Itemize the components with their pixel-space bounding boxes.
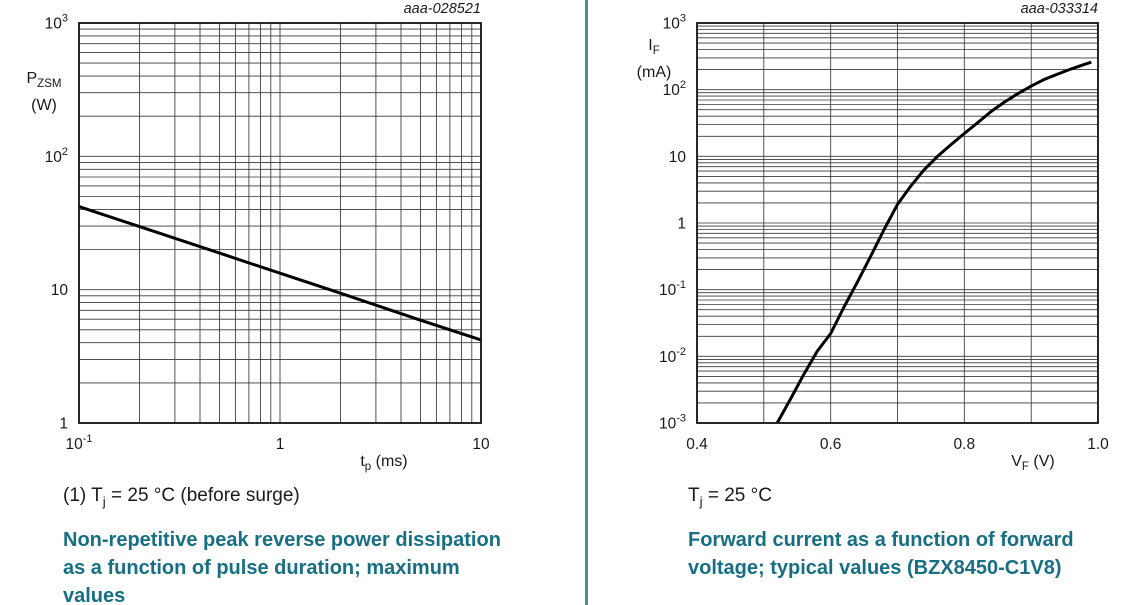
left-x-tick-label: 10	[472, 436, 490, 453]
right-x-tick-label: 1.0	[1087, 436, 1109, 453]
right-y-tick-label: 102	[663, 79, 686, 99]
right-chart-grid	[697, 23, 1098, 423]
right-y-tick-label: 10-1	[659, 279, 686, 299]
left-x-axis-title: tp (ms)	[360, 453, 408, 474]
right-y-tick-label: 10-3	[659, 413, 686, 433]
left-y-tick-label: 1	[59, 416, 68, 433]
right-x-tick-label: 0.4	[686, 436, 708, 453]
left-chart-curve	[78, 205, 482, 342]
left-chart-grid	[79, 23, 481, 423]
right-y-axis-unit: (mA)	[636, 64, 672, 82]
left-caption-line-1: Non-repetitive peak reverse power dissip…	[63, 529, 501, 551]
left-y-axis-symbol: PZSM	[26, 70, 62, 91]
left-condition-note: (1) Tj = 25 °C (before surge)	[63, 485, 300, 509]
right-figure-id: aaa-033314	[1020, 1, 1098, 17]
right-caption-line-1: Forward current as a function of forward	[688, 529, 1074, 551]
right-y-tick-label: 10-2	[659, 346, 686, 366]
right-x-axis-title: VF (V)	[1011, 453, 1055, 474]
left-y-axis-title: PZSM (W)	[8, 68, 80, 116]
left-x-tick-label: 1	[276, 436, 285, 453]
right-chart-curve	[775, 60, 1092, 424]
right-y-axis-symbol: IF	[648, 37, 660, 58]
left-chart-frame	[78, 22, 482, 424]
left-y-tick-label: 10	[51, 282, 69, 299]
left-y-tick-label: 102	[45, 146, 68, 166]
right-chart-frame	[696, 22, 1099, 424]
right-caption-line-2: voltage; typical values (BZX8450-C1V8)	[688, 557, 1062, 579]
right-condition-note: Tj = 25 °C	[688, 485, 772, 509]
left-figure-caption: Non-repetitive peak reverse power dissip…	[63, 526, 583, 605]
left-figure-id: aaa-028521	[403, 1, 481, 17]
left-y-tick-label: 103	[45, 13, 68, 33]
left-caption-line-3: values	[63, 585, 126, 605]
left-y-axis-unit: (W)	[31, 97, 57, 115]
right-y-tick-label: 1	[677, 216, 686, 233]
panel-divider	[585, 0, 588, 605]
right-y-tick-label: 103	[663, 13, 686, 33]
right-x-tick-label: 0.6	[820, 436, 842, 453]
right-x-tick-label: 0.8	[954, 436, 976, 453]
left-x-tick-label: 10-1	[65, 433, 92, 453]
right-figure-caption: Forward current as a function of forward…	[688, 526, 1148, 582]
right-y-axis-title: IF (mA)	[620, 35, 688, 83]
right-y-tick-label: 10	[669, 149, 687, 166]
left-caption-line-2: as a function of pulse duration; maximum	[63, 557, 460, 579]
